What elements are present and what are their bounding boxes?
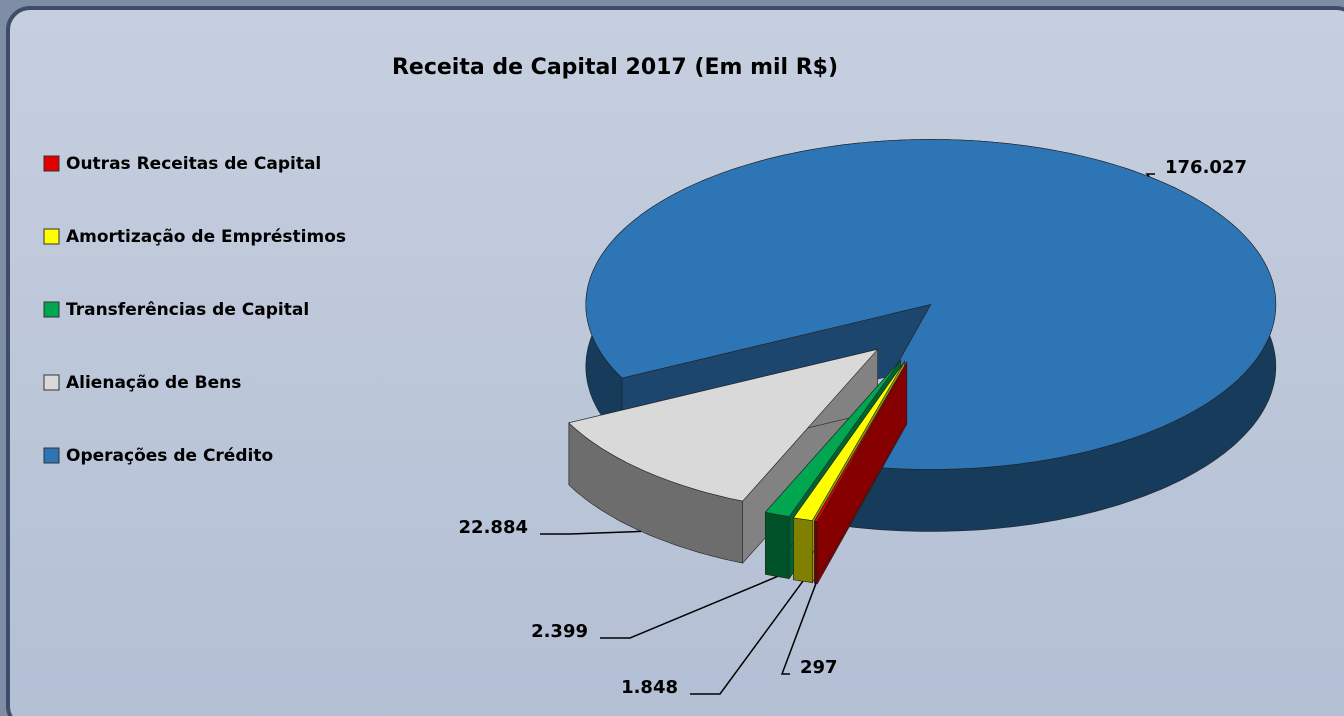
slice-side [793, 517, 813, 583]
chart-title: Receita de Capital 2017 (Em mil R$) [392, 55, 838, 80]
slice-side [765, 511, 790, 579]
slice-side [814, 520, 818, 584]
legend-swatch [43, 228, 60, 245]
data-label: 176.027 [1165, 157, 1247, 178]
slice [792, 361, 905, 521]
data-label: 22.884 [459, 517, 528, 538]
legend-label: Operações de Crédito [66, 446, 273, 466]
legend-label: Amortização de Empréstimos [66, 227, 346, 247]
data-label: 297 [800, 657, 838, 678]
legend-swatch [43, 301, 60, 318]
leader-line [600, 575, 778, 639]
leader-line [1145, 173, 1155, 178]
slice [764, 360, 901, 517]
legend-label: Alienação de Bens [66, 373, 241, 393]
leader-line [690, 580, 804, 695]
slice [568, 348, 879, 502]
legend-swatch [43, 374, 60, 391]
data-label: 2.399 [531, 621, 588, 642]
leader-line [540, 530, 642, 535]
legend-label: Transferências de Capital [66, 300, 309, 320]
legend-label: Outras Receitas de Capital [66, 154, 321, 174]
leader-line [780, 583, 817, 675]
slice [814, 361, 908, 522]
legend-swatch [43, 447, 60, 464]
data-label: 1.848 [621, 677, 678, 698]
legend-swatch [43, 155, 60, 172]
